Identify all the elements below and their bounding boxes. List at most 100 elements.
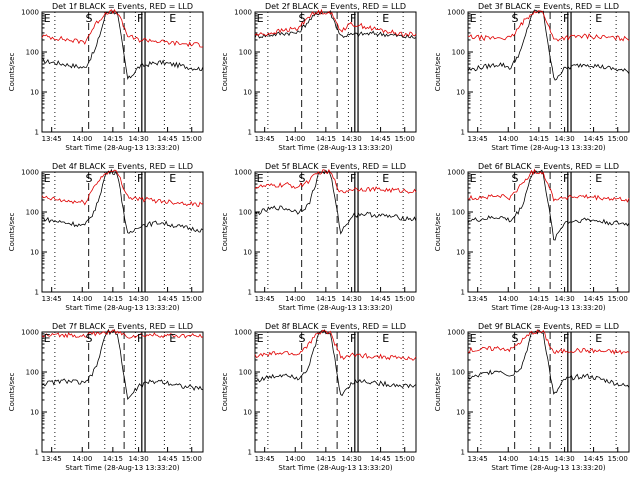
event-marker-label: E [169,12,176,25]
series-events-line [467,9,630,81]
event-marker-label: E [470,12,477,25]
event-marker-label: E [470,332,477,345]
series-events-line [467,329,630,395]
event-marker-label: S [85,12,92,25]
x-tick-label: 14:15 [316,455,336,463]
x-tick-label: 13:45 [468,295,488,303]
y-tick-label: 1 [248,129,252,137]
x-tick-label: 14:00 [498,455,518,463]
series-lld-line [41,329,204,339]
x-tick-label: 14:15 [529,135,549,143]
x-tick-label: 14:00 [498,295,518,303]
y-tick-label: 10 [30,249,39,257]
series-lld-line [254,329,417,361]
x-axis-label: Start Time (28-Aug-13 13:33:20) [491,304,605,312]
detector-chart-svg: Det 3f BLACK = Events, RED = LLD 1 10 100 10… [434,2,630,152]
plot-frame [254,11,417,133]
plot-frame [467,11,630,133]
chart-title: Det 7f BLACK = Events, RED = LLD [52,322,193,331]
event-marker-label: F [563,332,569,345]
x-tick-label: 14:45 [583,135,603,143]
y-tick-label: 1 [248,289,252,297]
y-axis-label: Counts/sec [8,373,16,412]
y-axis-label: Counts/sec [8,53,16,92]
plot-frame [254,331,417,453]
plot-frame [254,171,417,293]
x-tick-label: 14:45 [157,295,177,303]
y-tick-label: 100 [26,209,39,217]
x-tick-label: 14:15 [529,455,549,463]
x-tick-label: 14:45 [370,455,390,463]
series-events-line [41,10,204,80]
event-marker-label: E [382,12,389,25]
y-axis-label: Counts/sec [221,53,229,92]
y-axis-label: Counts/sec [8,213,16,252]
chart-title: Det 1f BLACK = Events, RED = LLD [52,2,193,11]
x-tick-label: 13:45 [42,135,62,143]
x-axis-label: Start Time (28-Aug-13 13:33:20) [65,304,179,312]
x-tick-label: 15:00 [395,135,415,143]
detector-panel: Det 8f BLACK = Events, RED = LLD 1 10 100 10… [213,320,426,480]
x-tick-label: 14:15 [529,295,549,303]
y-tick-label: 10 [243,249,252,257]
series-events-line [467,169,630,241]
series-lld-line [41,169,204,208]
x-tick-label: 13:45 [42,295,62,303]
x-tick-label: 14:00 [285,455,305,463]
x-axis-label: Start Time (28-Aug-13 13:33:20) [491,144,605,152]
y-tick-label: 10 [30,89,39,97]
series-lld-line [468,168,630,203]
y-axis-label: Counts/sec [221,213,229,252]
y-axis-label: Counts/sec [434,213,442,252]
y-tick-label: 100 [452,209,465,217]
x-tick-label: 14:00 [72,135,92,143]
x-tick-label: 14:30 [129,135,149,143]
y-tick-label: 100 [26,369,39,377]
y-axis-label: Counts/sec [434,53,442,92]
y-tick-label: 10 [243,409,252,417]
detector-chart-svg: Det 9f BLACK = Events, RED = LLD 1 10 100 10… [434,322,630,472]
series-events-line [41,168,204,234]
y-tick-label: 1000 [447,329,465,337]
event-marker-label: E [382,332,389,345]
x-tick-label: 13:45 [468,135,488,143]
x-axis-label: Start Time (28-Aug-13 13:33:20) [278,304,392,312]
series-lld-line [467,9,630,42]
x-tick-label: 15:00 [395,295,415,303]
series-events-line [254,329,417,397]
x-tick-label: 14:30 [342,135,362,143]
event-marker-label: E [44,332,51,345]
y-tick-label: 1 [461,129,465,137]
event-marker-label: F [137,332,143,345]
series-events-line [254,169,417,235]
x-tick-label: 14:15 [316,295,336,303]
event-marker-label: S [85,172,92,185]
x-tick-label: 13:45 [255,135,275,143]
detector-chart-svg: Det 8f BLACK = Events, RED = LLD 1 10 100 10… [221,322,417,472]
x-tick-label: 13:45 [255,295,275,303]
x-tick-label: 15:00 [608,135,628,143]
x-tick-label: 14:45 [157,455,177,463]
event-marker-label: E [595,332,602,345]
y-tick-label: 100 [452,49,465,57]
detector-chart-svg: Det 6f BLACK = Events, RED = LLD 1 10 100 10… [434,162,630,312]
x-tick-label: 14:45 [157,135,177,143]
event-marker-label: E [169,172,176,185]
detector-panel: Det 6f BLACK = Events, RED = LLD 1 10 100 10… [426,160,639,320]
detector-chart-svg: Det 4f BLACK = Events, RED = LLD 1 10 100 10… [8,162,204,312]
y-tick-label: 100 [26,49,39,57]
chart-title: Det 4f BLACK = Events, RED = LLD [52,162,193,171]
x-tick-label: 15:00 [182,455,202,463]
event-marker-label: S [298,332,305,345]
series-events-line [41,328,204,401]
series-lld-line [467,329,630,355]
event-marker-label: E [257,332,264,345]
event-marker-label: E [595,12,602,25]
series-events-line [254,9,417,39]
y-tick-label: 100 [239,209,252,217]
chart-title: Det 5f BLACK = Events, RED = LLD [265,162,406,171]
y-tick-label: 1000 [21,9,39,17]
x-tick-label: 14:45 [583,455,603,463]
x-tick-label: 14:30 [342,295,362,303]
